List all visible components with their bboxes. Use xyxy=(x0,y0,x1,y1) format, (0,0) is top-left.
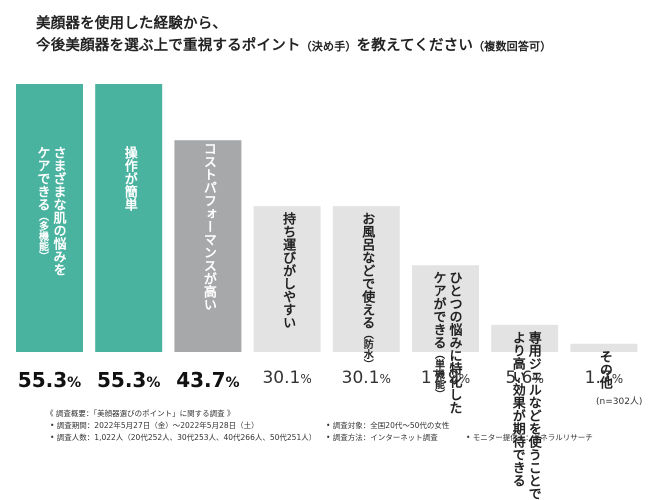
value-label-3: 43.7% xyxy=(176,368,240,392)
category-label-5: お風呂などで使える（防水） xyxy=(359,212,375,370)
bar-2 xyxy=(95,84,163,352)
value-label-1: 55.3% xyxy=(17,368,82,392)
category-label-8: その他 xyxy=(596,349,612,389)
value-label-8: 1.7% xyxy=(584,368,624,388)
footer-provider: • モニター提供元：ゼネラルリサーチ xyxy=(466,433,593,442)
footer-target: • 調査対象：全国20代〜50代の女性 xyxy=(326,421,450,430)
footer-method: • 調査方法：インターネット調査 xyxy=(326,433,438,442)
footer-people: • 調査人数：1,022人（20代252人、30代253人、40代266人、50… xyxy=(50,433,317,442)
category-label-1: さまざまな肌の悩みを ケアできる（多機能） xyxy=(34,146,66,276)
category-label-7: 専用ジェルなどを使うことで より高い効果が期待できる xyxy=(509,330,541,500)
title-mid: を教えてください xyxy=(356,38,474,54)
category-label-2: 操作が簡単 xyxy=(121,146,137,211)
bar-6 xyxy=(412,265,479,352)
footer-period: • 調査期間：2022年5月27日（金）〜2022年5月28日（土） xyxy=(50,421,259,430)
value-label-5: 30.1% xyxy=(341,368,391,388)
bar-3 xyxy=(174,140,242,352)
bar-7 xyxy=(491,324,559,352)
chart-title-line2: 今後美顔器を選ぶ上で重視するポイント（決め手）を教えてください（複数回答可） xyxy=(36,34,551,55)
title-main: 今後美顔器を選ぶ上で重視するポイント xyxy=(36,38,301,54)
value-label-6: 17.9% xyxy=(420,368,471,388)
value-label-2: 55.3% xyxy=(96,368,161,392)
bar-4 xyxy=(253,206,321,352)
bar-1 xyxy=(16,84,83,352)
category-label-6: ひとつの悩みに特化した ケアができる（単機能） xyxy=(430,271,462,415)
title-note: （複数回答可） xyxy=(473,40,552,53)
footer-heading: 《 調査概要：「美顔器選びのポイント」に関する調査 》 xyxy=(46,409,235,418)
category-label-4: 持ち運びがしやすい xyxy=(280,212,296,330)
category-label-3: コストパフォーマンスが高い xyxy=(200,142,216,312)
chart-title-line1: 美顔器を使用した経験から、 xyxy=(36,16,228,32)
value-label-7: 5.6% xyxy=(505,368,544,388)
bar-5 xyxy=(332,206,400,352)
bar-8 xyxy=(570,343,638,352)
title-paren: （決め手） xyxy=(300,40,357,53)
value-label-4: 30.1% xyxy=(262,368,312,388)
sample-size-note: (n=302人) xyxy=(596,397,643,407)
bar-chart xyxy=(16,84,638,352)
